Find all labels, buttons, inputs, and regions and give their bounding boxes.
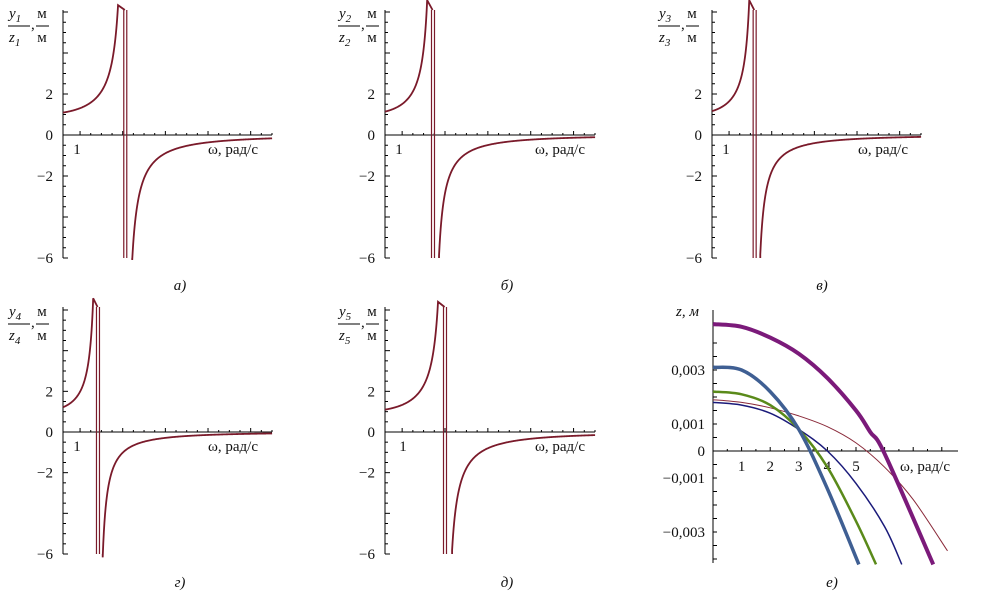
- y-label-comma: ,: [31, 315, 35, 331]
- y-tick-label: −2: [686, 169, 702, 185]
- y-tick-label: 0: [46, 128, 54, 144]
- curve-branch-right: [438, 136, 596, 258]
- panel-label: е): [826, 575, 838, 591]
- y-tick-label: −2: [37, 169, 53, 185]
- y-unit-numerator: м: [367, 6, 377, 22]
- y-tick-label: 0: [695, 128, 703, 144]
- panel-3: 2 0 −2 −6 1 ω, рад/с y3 z3,мм в): [657, 0, 922, 294]
- x-tick-label: 1: [395, 142, 403, 158]
- y-label-denominator: z5: [338, 328, 351, 347]
- y-label-denominator: z2: [338, 30, 351, 49]
- y-tick-label: 0,001: [671, 417, 705, 433]
- y-unit-denominator: м: [37, 30, 47, 46]
- curve-branch-left: [384, 0, 434, 113]
- y-label-comma: ,: [361, 17, 365, 33]
- y-label-numerator: y5: [337, 304, 352, 323]
- curve-branch-left: [384, 299, 446, 411]
- x-axis-label: ω, рад/с: [208, 142, 258, 158]
- y-tick-label: −6: [37, 251, 53, 267]
- x-tick-label: 3: [795, 459, 803, 475]
- y-tick-label: −0,001: [663, 471, 705, 487]
- x-axis-label: ω, рад/с: [208, 439, 258, 455]
- curve-branch-left: [711, 0, 756, 113]
- x-tick-label: 5: [852, 459, 860, 475]
- y-label-comma: ,: [31, 17, 35, 33]
- y-label-numerator: y3: [657, 6, 672, 25]
- panel-4: 2 0 −2 −6 1 ω, рад/с y4 z4,мм г): [7, 297, 273, 591]
- x-tick-label: 1: [73, 142, 81, 158]
- panel-1: 2 0 −2 −6 1 ω, рад/с y1 z1,мм а): [7, 3, 273, 294]
- curve-branch-left: [62, 297, 99, 409]
- curve-branch-right: [759, 135, 922, 258]
- y-tick-label: 0: [698, 444, 706, 460]
- y-tick-label: 2: [46, 384, 54, 400]
- series-line-thin_red: [712, 399, 948, 552]
- y-label-numerator: y2: [337, 6, 352, 25]
- curve-branch-right: [101, 432, 273, 558]
- y-tick-label: 0: [46, 425, 54, 441]
- series-line-purple: [712, 322, 936, 566]
- y-unit-denominator: м: [687, 30, 697, 46]
- y-tick-label: −6: [686, 251, 702, 267]
- y-tick-label: 2: [368, 384, 376, 400]
- y-tick-label: −6: [359, 547, 375, 563]
- y-tick-label: 2: [46, 87, 54, 103]
- x-axis-label: ω, рад/с: [900, 459, 950, 475]
- y-axis-label: z, м: [675, 304, 699, 320]
- y-tick-label: −2: [359, 466, 375, 482]
- y-tick-label: −0,003: [663, 525, 705, 541]
- y-label-comma: ,: [361, 315, 365, 331]
- panel-label: г): [175, 575, 186, 591]
- curve-branch-right: [131, 137, 273, 261]
- x-tick-label: 2: [766, 459, 774, 475]
- y-unit-denominator: м: [367, 30, 377, 46]
- y-tick-label: 0: [368, 425, 376, 441]
- y-tick-label: 2: [695, 87, 703, 103]
- y-tick-label: 0,003: [671, 363, 705, 379]
- panel-label: а): [174, 278, 187, 294]
- series-line-steel: [712, 365, 861, 566]
- y-label-denominator: z4: [8, 328, 21, 347]
- y-label-numerator: y1: [7, 6, 21, 25]
- y-unit-numerator: м: [687, 6, 697, 22]
- y-tick-label: −6: [359, 251, 375, 267]
- y-tick-label: −2: [37, 466, 53, 482]
- panel-label: б): [501, 278, 514, 294]
- panel-label: в): [816, 278, 828, 294]
- y-label-numerator: y4: [7, 304, 22, 323]
- x-tick-label: 1: [722, 142, 730, 158]
- y-unit-denominator: м: [367, 328, 377, 344]
- y-label-denominator: z3: [658, 30, 671, 49]
- x-tick-label: 1: [738, 459, 746, 475]
- curve-branch-right: [451, 434, 596, 554]
- series-line-navy: [712, 401, 903, 565]
- x-tick-label: 1: [399, 439, 407, 455]
- x-axis-label: ω, рад/с: [535, 439, 585, 455]
- y-tick-label: −6: [37, 547, 53, 563]
- panel-2: 2 0 −2 −6 1 ω, рад/с y2 z2,мм б): [337, 0, 596, 294]
- x-tick-label: 1: [73, 439, 81, 455]
- y-label-comma: ,: [681, 17, 685, 33]
- panel-5: 2 0 −2 −6 1 ω, рад/с y5 z5,мм д): [337, 299, 596, 591]
- x-axis-label: ω, рад/с: [535, 142, 585, 158]
- y-tick-label: 0: [368, 128, 376, 144]
- panel-label: д): [501, 575, 514, 591]
- y-unit-numerator: м: [37, 304, 47, 320]
- y-tick-label: 2: [368, 87, 376, 103]
- curve-branch-left: [62, 3, 126, 114]
- y-unit-denominator: м: [37, 328, 47, 344]
- y-unit-numerator: м: [37, 6, 47, 22]
- x-axis-label: ω, рад/с: [858, 142, 908, 158]
- y-label-denominator: z1: [8, 30, 20, 49]
- y-tick-label: −2: [359, 169, 375, 185]
- y-unit-numerator: м: [367, 304, 377, 320]
